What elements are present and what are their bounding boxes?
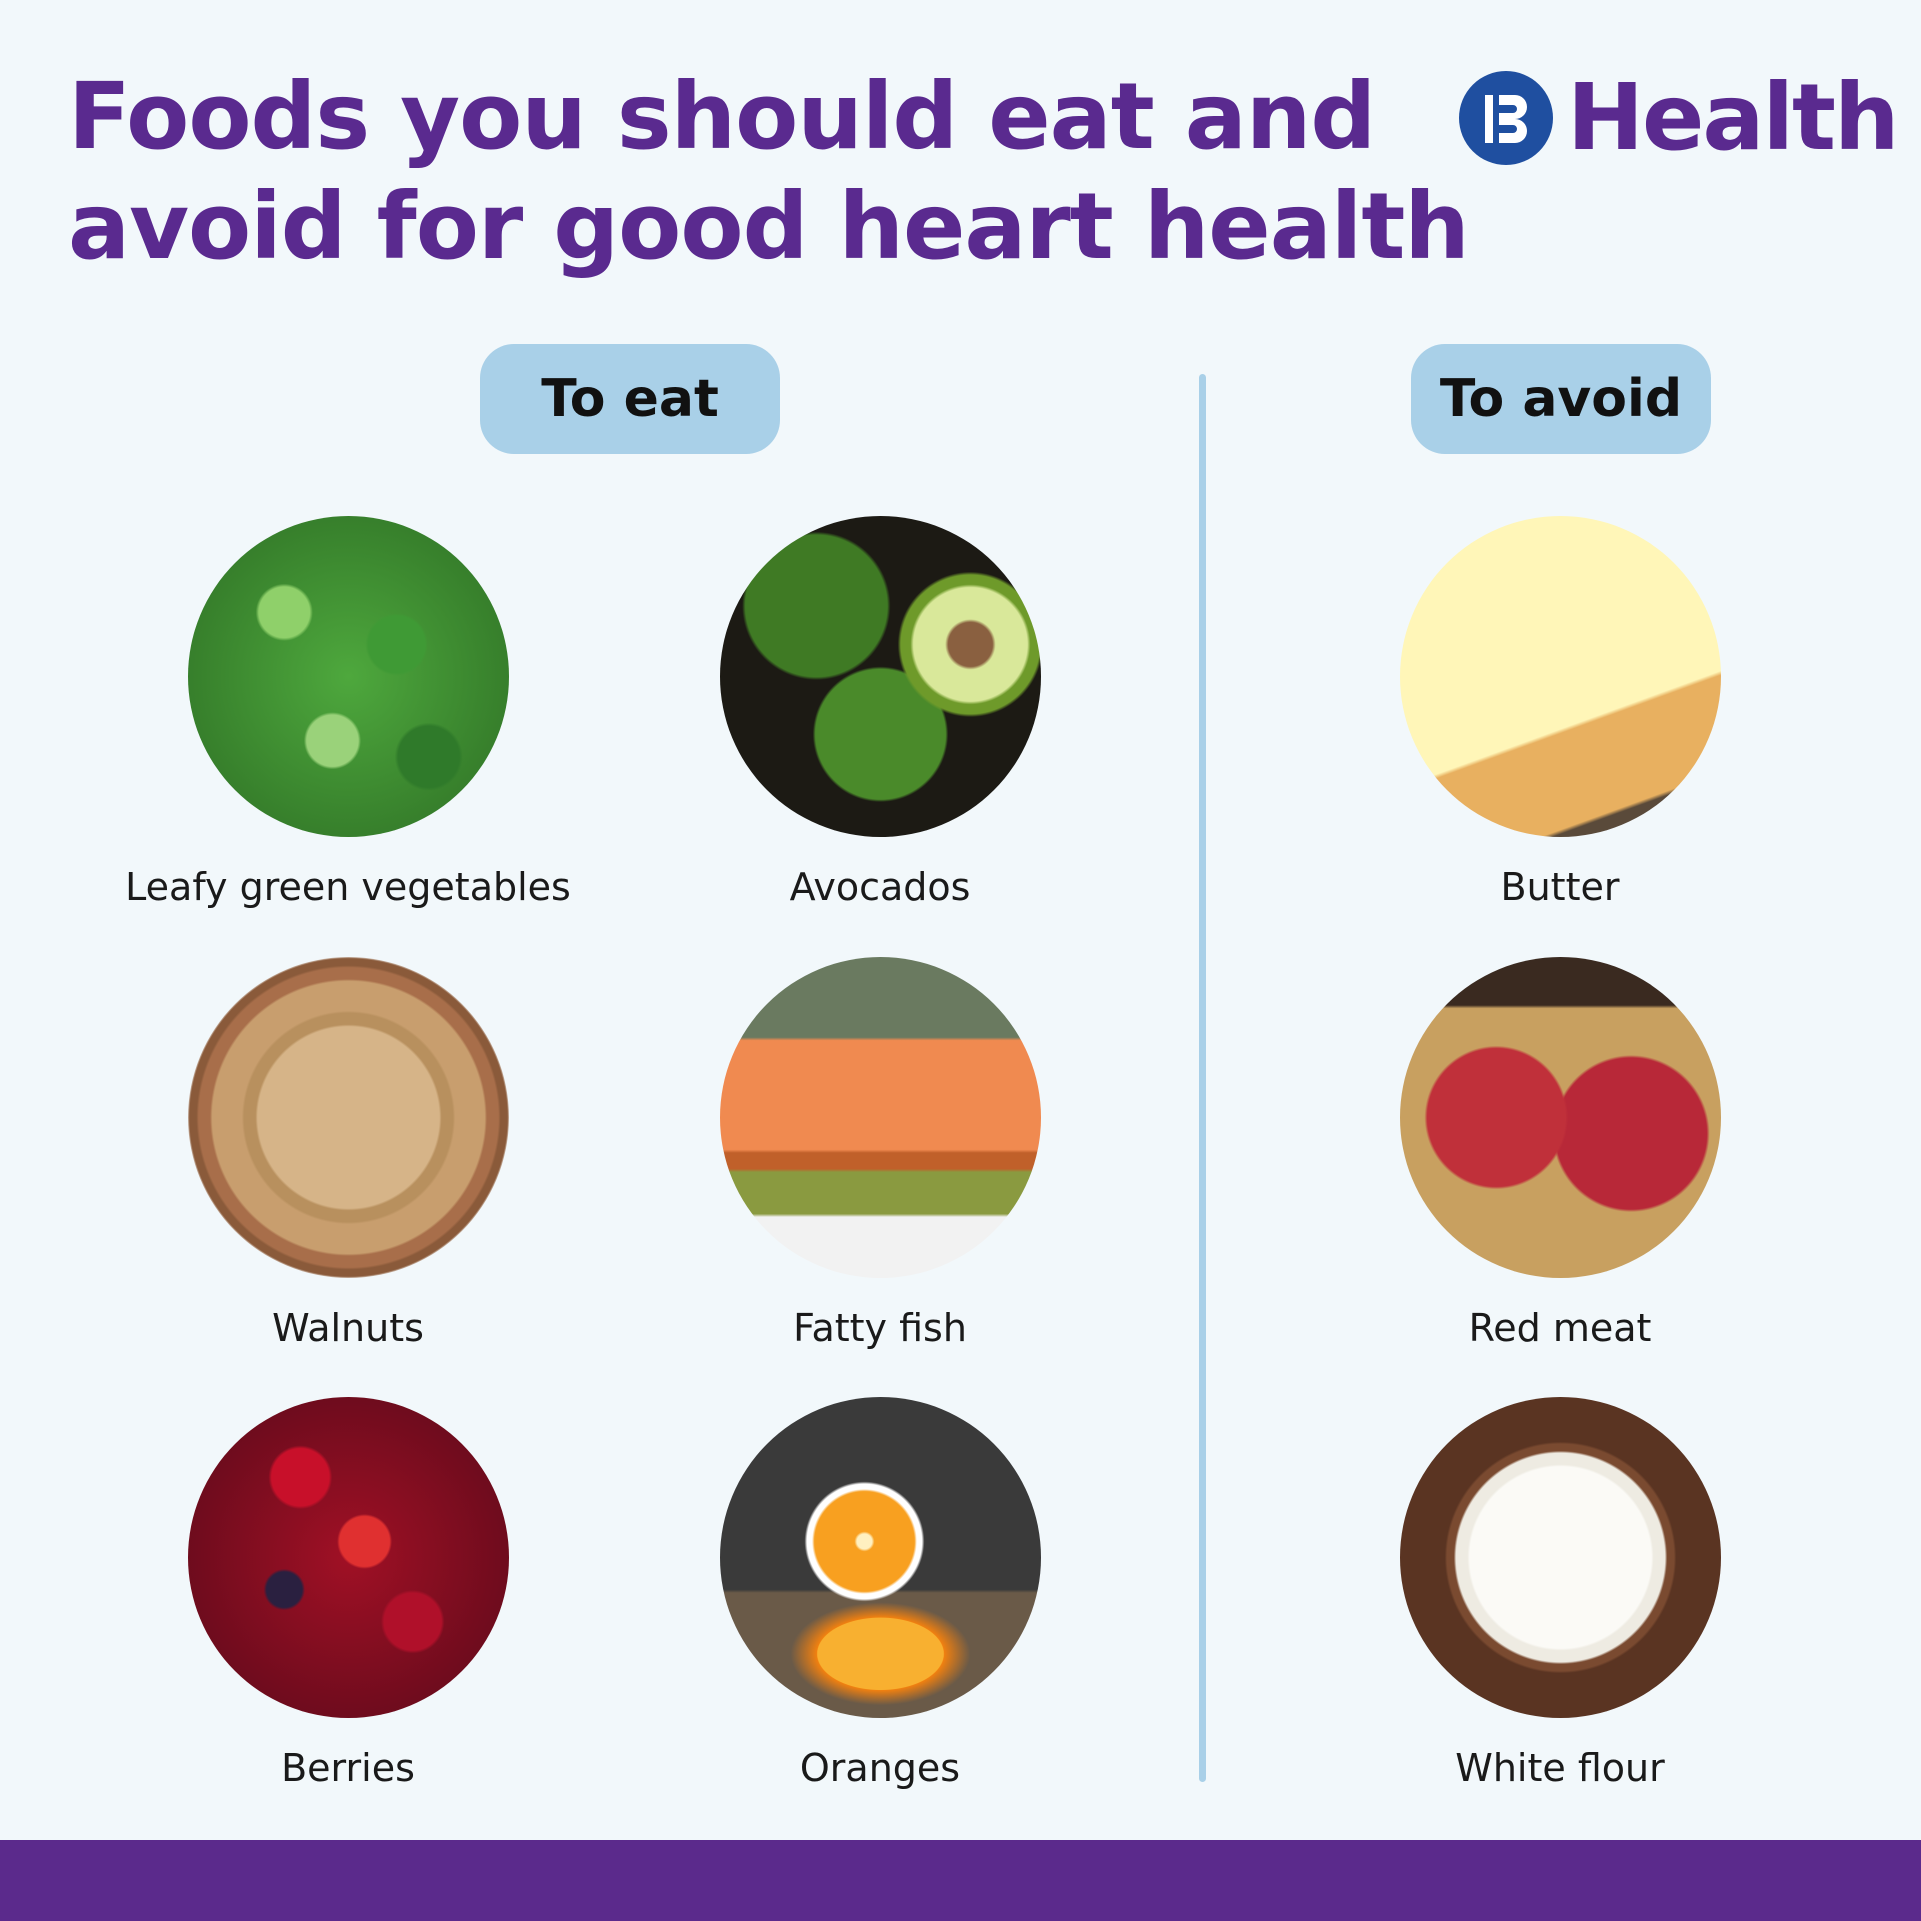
food-item-walnuts: Walnuts: [118, 957, 578, 1352]
food-label: Berries: [281, 1746, 415, 1790]
leafy-greens-image: [187, 516, 509, 837]
avocados-image: [719, 516, 1041, 837]
food-label: Walnuts: [272, 1306, 424, 1350]
berries-image: [187, 1397, 509, 1718]
food-item-leafy-greens: Leafy green vegetables: [118, 516, 578, 911]
food-item-red-meat: Red meat: [1330, 957, 1790, 1352]
food-label: Oranges: [799, 1746, 961, 1790]
oranges-image: [719, 1397, 1041, 1718]
walnuts-image: [187, 957, 509, 1278]
footer-bar: [0, 1840, 1921, 1921]
to-avoid-header: To avoid: [1411, 344, 1711, 454]
food-item-butter: Butter: [1330, 516, 1790, 911]
logo-text: Health: [1567, 64, 1899, 171]
food-label: Avocados: [789, 865, 971, 909]
page-title: Foods you should eat and avoid for good …: [68, 62, 1470, 282]
food-item-fatty-fish: Fatty fish: [650, 957, 1110, 1352]
food-label: Fatty fish: [793, 1306, 967, 1350]
food-item-oranges: Oranges: [650, 1397, 1110, 1792]
food-label: Butter: [1500, 865, 1620, 909]
red-meat-image: [1399, 957, 1721, 1278]
salmon-image: [719, 957, 1041, 1278]
food-label: White flour: [1455, 1746, 1665, 1790]
to-eat-header: To eat: [480, 344, 780, 454]
column-divider: [1199, 374, 1206, 1782]
brand-logo: Health: [1459, 64, 1899, 171]
food-item-white-flour: White flour: [1330, 1397, 1790, 1792]
title-line-2: avoid for good heart health: [68, 173, 1470, 280]
food-item-berries: Berries: [118, 1397, 578, 1792]
food-label: Red meat: [1468, 1306, 1652, 1350]
food-label: Leafy green vegetables: [125, 865, 571, 909]
title-line-1: Foods you should eat and: [68, 63, 1376, 170]
logo-b-icon: [1459, 71, 1553, 165]
butter-image: [1399, 516, 1721, 837]
white-flour-image: [1399, 1397, 1721, 1718]
food-item-avocados: Avocados: [650, 516, 1110, 911]
